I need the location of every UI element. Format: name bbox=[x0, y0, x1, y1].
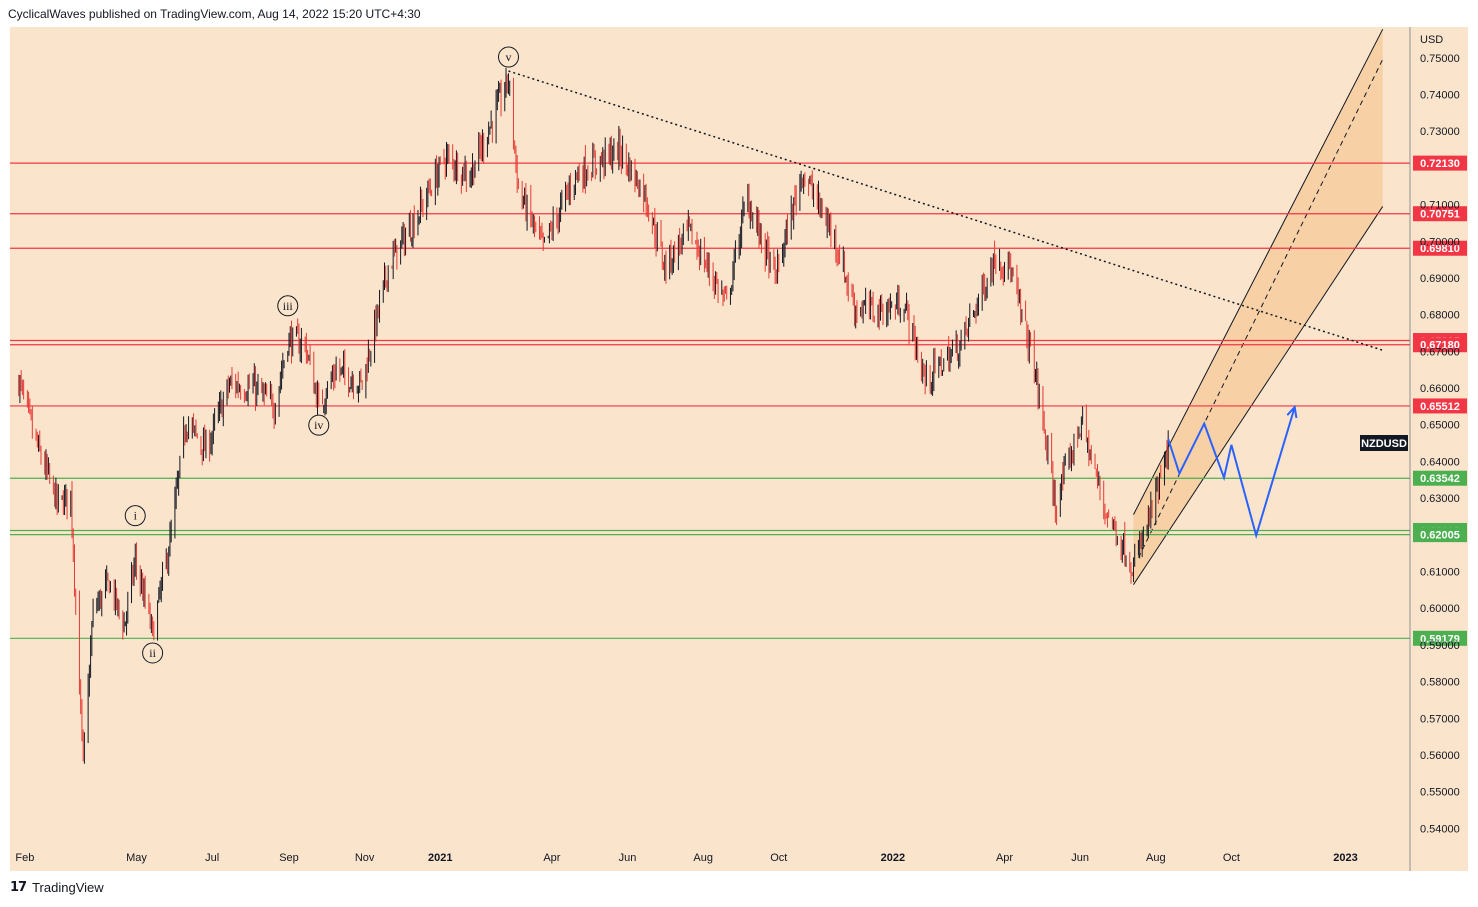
price-tick: 0.59000 bbox=[1420, 640, 1460, 652]
time-tick: Jun bbox=[1071, 852, 1089, 864]
price-tick: 0.63000 bbox=[1420, 493, 1460, 505]
time-tick: Oct bbox=[1223, 852, 1240, 864]
level-label-box bbox=[1413, 398, 1467, 414]
time-tick: Oct bbox=[770, 852, 787, 864]
time-tick: 2021 bbox=[428, 852, 452, 864]
time-tick: 2022 bbox=[881, 852, 905, 864]
price-tick: 0.66000 bbox=[1420, 383, 1460, 395]
symbol-tag: NZDUSD bbox=[1361, 438, 1407, 450]
level-label: 0.62005 bbox=[1420, 530, 1460, 542]
price-tick: 0.57000 bbox=[1420, 713, 1460, 725]
level-label-box bbox=[1413, 155, 1467, 171]
price-tick: 0.61000 bbox=[1420, 566, 1460, 578]
price-tick: 0.68000 bbox=[1420, 310, 1460, 322]
level-label-box bbox=[1413, 337, 1467, 353]
wave-label: iii bbox=[283, 299, 294, 313]
projection-path bbox=[1167, 406, 1296, 540]
wave-label-circle bbox=[308, 414, 330, 436]
level-label-box bbox=[1413, 527, 1467, 543]
level-label-box bbox=[1413, 630, 1467, 646]
currency-label: USD bbox=[1420, 34, 1443, 46]
time-tick: Jun bbox=[619, 852, 637, 864]
channel-upper-line bbox=[1133, 28, 1384, 515]
price-tick: 0.60000 bbox=[1420, 603, 1460, 615]
time-tick: Jul bbox=[205, 852, 219, 864]
footer: 17 TradingView bbox=[10, 880, 104, 895]
trendline-dotted bbox=[508, 70, 1383, 351]
time-tick: Apr bbox=[543, 852, 560, 864]
level-label: 0.67180 bbox=[1420, 340, 1460, 352]
channel-fill bbox=[1133, 29, 1383, 585]
wave-label: iv bbox=[314, 418, 323, 432]
wave-label: v bbox=[505, 50, 511, 64]
price-tick: 0.73000 bbox=[1420, 126, 1460, 138]
price-tick: 0.67000 bbox=[1420, 346, 1460, 358]
time-tick: Nov bbox=[355, 852, 375, 864]
time-tick: Sep bbox=[279, 852, 299, 864]
price-tick: 0.71000 bbox=[1420, 200, 1460, 212]
level-label: 0.72130 bbox=[1420, 158, 1460, 170]
footer-brand[interactable]: TradingView bbox=[32, 880, 104, 895]
level-label: 0.69810 bbox=[1420, 243, 1460, 255]
level-label: 0.65512 bbox=[1420, 401, 1460, 413]
price-tick: 0.69000 bbox=[1420, 273, 1460, 285]
time-axis[interactable] bbox=[10, 843, 1468, 871]
price-tick: 0.55000 bbox=[1420, 787, 1460, 799]
price-tick: 0.65000 bbox=[1420, 420, 1460, 432]
wave-label-circle bbox=[277, 295, 299, 317]
wave-label: i bbox=[134, 509, 138, 523]
time-tick: Aug bbox=[1146, 852, 1166, 864]
level-label-box bbox=[1413, 470, 1467, 486]
time-tick: Apr bbox=[996, 852, 1013, 864]
level-label: 0.63542 bbox=[1420, 473, 1460, 485]
price-tick: 0.58000 bbox=[1420, 677, 1460, 689]
level-label: 0.59179 bbox=[1420, 633, 1460, 645]
channel-lower-line bbox=[1133, 206, 1384, 585]
projection-arrowhead bbox=[1286, 404, 1298, 419]
level-label-box bbox=[1413, 206, 1467, 222]
level-label-box bbox=[1413, 240, 1467, 256]
price-tick: 0.54000 bbox=[1420, 823, 1460, 835]
time-tick: Feb bbox=[15, 852, 34, 864]
price-tick: 0.64000 bbox=[1420, 456, 1460, 468]
price-tick: 0.56000 bbox=[1420, 750, 1460, 762]
wave-label-circle bbox=[142, 642, 164, 664]
price-tick: 0.70000 bbox=[1420, 236, 1460, 248]
symbol-tag-box bbox=[1360, 435, 1408, 451]
time-tick: 2023 bbox=[1333, 852, 1357, 864]
price-tick: 0.74000 bbox=[1420, 90, 1460, 102]
time-tick: Aug bbox=[693, 852, 713, 864]
time-tick: May bbox=[126, 852, 147, 864]
wave-label: ii bbox=[149, 646, 156, 660]
wave-label-circle bbox=[497, 46, 519, 68]
tradingview-logo-icon: 17 bbox=[10, 880, 27, 895]
wave-label-circle bbox=[124, 505, 146, 527]
level-label: 0.70751 bbox=[1420, 209, 1460, 221]
price-tick: 0.75000 bbox=[1420, 53, 1460, 65]
publish-header: CyclicalWaves published on TradingView.c… bbox=[8, 7, 421, 21]
